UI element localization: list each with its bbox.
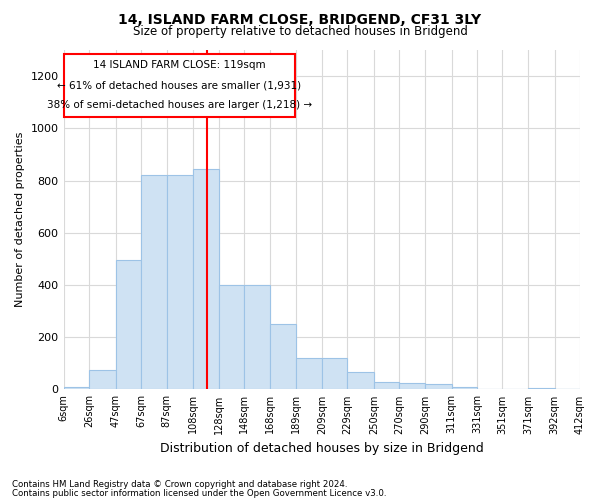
Bar	[116, 260, 141, 390]
Text: Contains public sector information licensed under the Open Government Licence v3: Contains public sector information licen…	[12, 489, 386, 498]
Text: 14 ISLAND FARM CLOSE: 119sqm: 14 ISLAND FARM CLOSE: 119sqm	[93, 60, 266, 70]
Bar	[400, 383, 425, 390]
Text: 38% of semi-detached houses are larger (1,218) →: 38% of semi-detached houses are larger (…	[47, 100, 312, 110]
Bar	[167, 176, 193, 390]
Bar	[89, 370, 116, 390]
Bar	[322, 358, 347, 390]
Bar	[141, 176, 167, 390]
Text: 14, ISLAND FARM CLOSE, BRIDGEND, CF31 3LY: 14, ISLAND FARM CLOSE, BRIDGEND, CF31 3L…	[118, 12, 482, 26]
Bar	[347, 372, 374, 390]
X-axis label: Distribution of detached houses by size in Bridgend: Distribution of detached houses by size …	[160, 442, 484, 455]
Bar	[64, 387, 89, 390]
Bar	[269, 324, 296, 390]
Bar	[452, 387, 477, 390]
Bar	[374, 382, 400, 390]
Text: ← 61% of detached houses are smaller (1,931): ← 61% of detached houses are smaller (1,…	[57, 80, 301, 90]
Bar	[528, 388, 554, 390]
Bar	[425, 384, 452, 390]
Bar	[296, 358, 322, 390]
FancyBboxPatch shape	[64, 54, 295, 116]
Y-axis label: Number of detached properties: Number of detached properties	[15, 132, 25, 308]
Bar	[219, 285, 244, 390]
Text: Contains HM Land Registry data © Crown copyright and database right 2024.: Contains HM Land Registry data © Crown c…	[12, 480, 347, 489]
Text: Size of property relative to detached houses in Bridgend: Size of property relative to detached ho…	[133, 25, 467, 38]
Bar	[244, 285, 269, 390]
Bar	[193, 169, 219, 390]
